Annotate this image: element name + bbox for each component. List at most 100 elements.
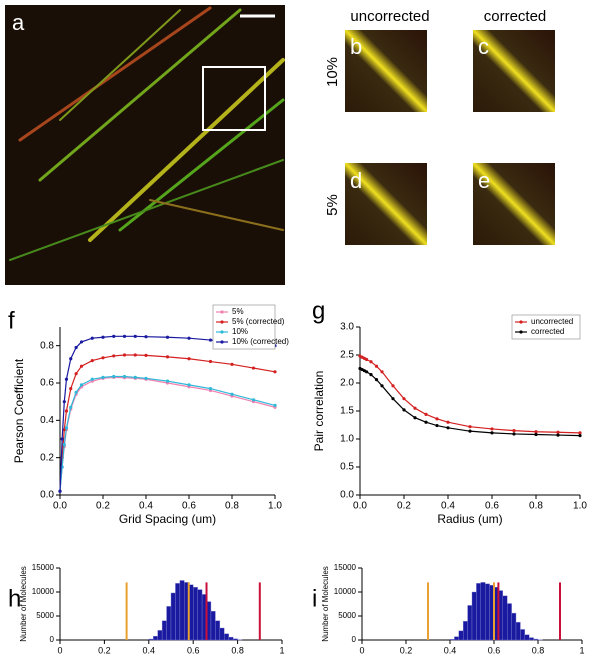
point <box>534 432 538 437</box>
point <box>122 353 127 357</box>
x-tick-label: 0 <box>57 645 62 655</box>
point <box>74 345 78 350</box>
x-tick-label: 0.6 <box>488 645 501 655</box>
point <box>490 427 494 431</box>
panel-label: h <box>8 585 21 612</box>
point <box>187 336 191 340</box>
y-tick-label: 0.5 <box>340 462 354 473</box>
micrograph-b <box>345 30 427 112</box>
y-tick-label: 0 <box>50 635 55 644</box>
bar <box>166 606 172 641</box>
point <box>122 334 127 338</box>
micrograph-d <box>345 163 427 245</box>
bar <box>175 583 181 641</box>
x-tick-label: 0.8 <box>529 501 543 512</box>
point <box>490 431 494 435</box>
column-header: uncorrected <box>350 8 429 25</box>
bar <box>463 621 468 641</box>
point <box>79 364 84 368</box>
legend-label: 5% (corrected) <box>232 317 285 326</box>
bar <box>520 629 526 641</box>
point <box>187 357 191 361</box>
bar <box>192 587 198 641</box>
bar <box>224 633 229 641</box>
bar <box>454 636 459 641</box>
row-header: 5% <box>324 194 341 216</box>
point <box>413 416 417 420</box>
point <box>90 336 94 340</box>
bar <box>511 612 517 641</box>
y-axis-label: Pearson Coefficient <box>12 358 26 463</box>
micrograph-a <box>5 5 285 285</box>
point <box>402 408 406 412</box>
point <box>62 428 66 432</box>
bar <box>533 638 539 641</box>
point <box>79 383 84 387</box>
point <box>369 360 373 364</box>
point <box>512 432 516 436</box>
point <box>424 412 428 416</box>
y-tick-label: 10000 <box>32 587 55 596</box>
legend-label: 5% <box>232 307 244 316</box>
x-tick-label: 0.0 <box>53 501 67 512</box>
point <box>79 340 84 344</box>
y-axis-label: Pair correlation <box>312 371 326 452</box>
x-tick-label: 1.0 <box>573 501 587 512</box>
bar <box>232 638 238 641</box>
point <box>374 364 379 368</box>
point <box>230 392 234 396</box>
y-tick-label: 15000 <box>334 563 357 572</box>
bar <box>485 583 490 641</box>
point <box>62 443 66 447</box>
point <box>391 397 395 401</box>
point <box>273 403 277 407</box>
legend-marker <box>220 330 224 334</box>
point <box>402 397 406 401</box>
x-tick-label: 0.8 <box>532 645 545 655</box>
point <box>90 377 94 381</box>
point <box>64 377 69 381</box>
bar <box>148 638 154 641</box>
x-tick-label: 0.4 <box>441 501 455 512</box>
x-tick-label: 1 <box>579 645 584 655</box>
panel-label: b <box>350 34 362 59</box>
y-axis-label: Number of Molecules <box>321 566 330 642</box>
point <box>133 375 137 379</box>
y-tick-label: 0.6 <box>40 378 54 389</box>
point <box>69 405 73 409</box>
x-tick-label: 0.0 <box>353 501 367 512</box>
point <box>69 387 73 391</box>
legend-label: uncorrected <box>531 317 573 326</box>
x-tick-label: 0.6 <box>182 501 196 512</box>
point <box>273 370 277 374</box>
bar <box>467 605 473 641</box>
point <box>133 334 137 338</box>
bar <box>219 627 225 641</box>
y-tick-label: 15000 <box>32 563 55 572</box>
point <box>62 400 66 404</box>
point <box>165 335 170 339</box>
y-tick-label: 0.4 <box>40 415 54 426</box>
point <box>144 376 148 380</box>
point <box>369 373 373 377</box>
point <box>101 356 105 360</box>
bar <box>480 582 486 641</box>
point <box>144 335 148 339</box>
panel-label: d <box>350 168 362 193</box>
x-tick-label: 0.2 <box>397 501 411 512</box>
x-tick-label: 0.6 <box>485 501 499 512</box>
x-tick-label: 1.0 <box>268 501 282 512</box>
series-line <box>359 355 581 434</box>
point <box>208 338 213 342</box>
point <box>208 387 213 391</box>
y-tick-label: 2.0 <box>340 378 354 389</box>
point <box>435 417 439 421</box>
legend-marker <box>519 320 523 324</box>
legend-marker <box>220 320 224 324</box>
x-tick-label: 0 <box>359 645 364 655</box>
x-tick-label: 0.8 <box>225 501 239 512</box>
point <box>112 374 116 379</box>
point <box>64 409 69 413</box>
x-tick-label: 0.4 <box>143 645 156 655</box>
